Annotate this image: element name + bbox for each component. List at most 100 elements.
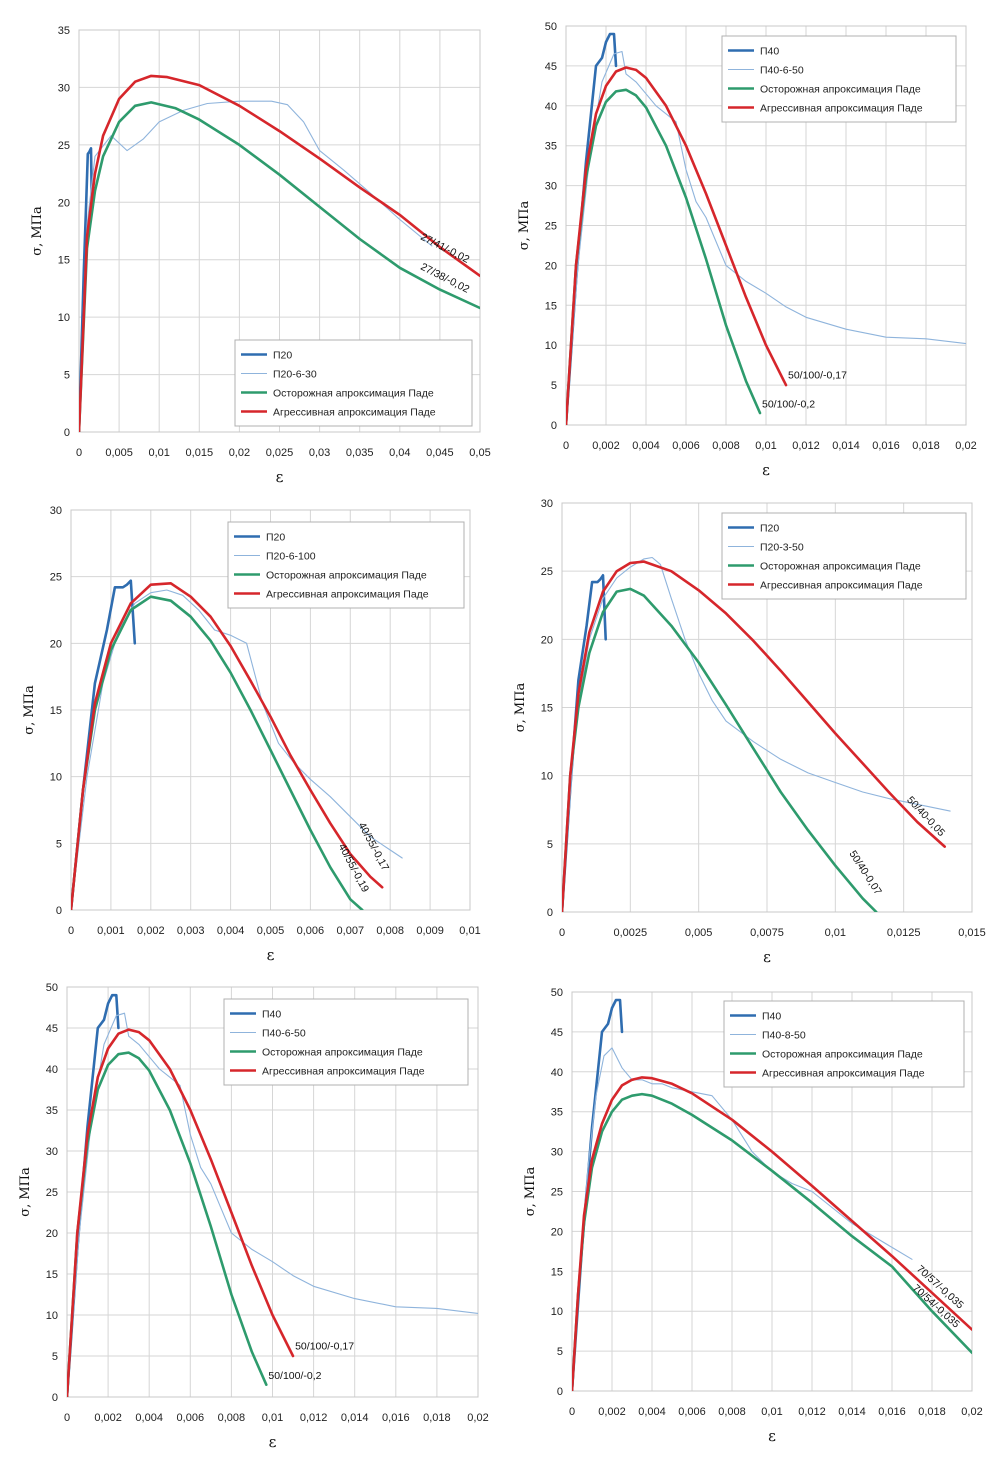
y-tick-label: 0 <box>551 420 557 432</box>
y-tick-label: 25 <box>551 1187 563 1199</box>
x-tick-label: 0,002 <box>94 1412 122 1424</box>
y-tick-label: 5 <box>56 838 62 850</box>
legend-box <box>223 998 469 1086</box>
legend-entry-label: Осторожная апроксимация Паде <box>266 570 427 582</box>
y-tick-label: 35 <box>46 1105 58 1117</box>
legend-entry-label: Агрессивная апроксимация Паде <box>760 580 923 592</box>
y-tick-label: 30 <box>545 181 557 193</box>
x-tick-label: 0,01 <box>459 925 480 937</box>
x-tick-label: 0,004 <box>632 440 660 452</box>
legend-entry-label: Осторожная апроксимация Паде <box>273 388 434 400</box>
x-tick-label: 0,01 <box>262 1412 283 1424</box>
x-tick-label: 0,003 <box>177 925 205 937</box>
plot-area-frame <box>78 29 481 433</box>
legend-box <box>723 1000 965 1088</box>
y-axis-label: σ, МПа <box>523 1166 538 1216</box>
legend-entry-label: П20 <box>760 523 779 535</box>
legend-entry-label: П40 <box>760 46 779 58</box>
y-tick-label: 15 <box>541 703 553 715</box>
legend-entry-label: П40 <box>262 1009 281 1021</box>
x-tick-label: 0,035 <box>346 447 374 459</box>
x-tick-label: 0 <box>68 925 74 937</box>
legend-entry-label: Осторожная апроксимация Паде <box>262 1047 423 1059</box>
x-tick-label: 0,03 <box>309 447 330 459</box>
x-tick-label: 0,008 <box>718 1406 746 1418</box>
x-tick-label: 0,014 <box>341 1412 369 1424</box>
y-tick-label: 45 <box>545 61 557 73</box>
x-tick-label: 0,012 <box>798 1406 826 1418</box>
x-tick-label: 0,02 <box>961 1406 982 1418</box>
y-tick-label: 10 <box>58 312 70 324</box>
chart-svg-2: 0 0,002 0,004 0,006 0,008 0,01 0,012 0,014 0,016… <box>517 21 977 479</box>
series-line-main <box>572 998 624 1391</box>
x-axis-label: ε <box>762 461 770 479</box>
x-tick-label: 0,002 <box>598 1406 626 1418</box>
x-tick-label: 0,006 <box>297 925 325 937</box>
x-tick-label: 0,007 <box>337 925 365 937</box>
series-line-cautious <box>67 1051 268 1397</box>
x-tick-label: 0,001 <box>97 925 125 937</box>
x-tick-label: 0,005 <box>685 927 713 939</box>
y-tick-label: 50 <box>551 987 563 999</box>
y-tick-label: 25 <box>46 1187 58 1199</box>
y-tick-label: 35 <box>551 1107 563 1119</box>
legend-entry-label: П40-6-50 <box>760 65 804 77</box>
x-tick-label: 0,04 <box>389 447 410 459</box>
series-line-aggressive <box>562 560 947 912</box>
y-tick-label: 5 <box>64 370 70 382</box>
y-tick-label: 15 <box>551 1266 563 1278</box>
x-axis-label: ε <box>269 1433 277 1451</box>
y-tick-label: 5 <box>551 380 557 392</box>
y-tick-label: 5 <box>52 1351 58 1363</box>
x-tick-label: 0 <box>76 447 82 459</box>
y-tick-label: 20 <box>551 1226 563 1238</box>
y-tick-label: 5 <box>547 839 553 851</box>
series-line-cautious <box>79 101 480 432</box>
series-line-test <box>79 100 433 432</box>
curve-annotation: 50/40-0,07 <box>846 848 883 897</box>
y-tick-label: 45 <box>551 1027 563 1039</box>
legend-entry-label: Агрессивная апроксимация Паде <box>262 1066 425 1078</box>
legend-entry-label: Осторожная апроксимация Паде <box>762 1049 923 1061</box>
x-tick-label: 0,01 <box>755 440 776 452</box>
x-tick-label: 0,004 <box>638 1406 666 1418</box>
x-tick-label: 0,009 <box>416 925 444 937</box>
chart-panel-5: 0 0,002 0,004 0,006 0,008 0,01 0,012 0,014 0,016… <box>0 972 500 1458</box>
y-tick-label: 25 <box>58 140 70 152</box>
x-tick-label: 0,005 <box>257 925 285 937</box>
x-tick-label: 0,008 <box>712 440 740 452</box>
chart-panel-1: 0 0,005 0,01 0,015 0,02 0,025 0,03 0,035 0,04 0,0… <box>0 0 500 486</box>
y-tick-label: 10 <box>46 1310 58 1322</box>
series-line-test <box>572 1047 913 1391</box>
series-line-cautious <box>562 587 878 912</box>
y-axis-label: σ, МПа <box>30 206 45 256</box>
legend-entry-label: П20 <box>266 532 285 544</box>
x-tick-label: 0 <box>569 1406 575 1418</box>
y-tick-label: 15 <box>50 705 62 717</box>
x-tick-label: 0,004 <box>217 925 245 937</box>
series-line-cautious <box>566 88 762 425</box>
legend-entry-label: П40-8-50 <box>762 1030 806 1042</box>
y-tick-label: 0 <box>56 905 62 917</box>
series-line-aggressive <box>67 1028 295 1397</box>
y-tick-label: 5 <box>557 1346 563 1358</box>
y-tick-label: 45 <box>46 1023 58 1035</box>
y-tick-label: 10 <box>50 772 62 784</box>
y-tick-label: 30 <box>551 1147 563 1159</box>
y-tick-label: 25 <box>545 221 557 233</box>
y-tick-label: 30 <box>50 505 62 517</box>
plot-area-frame <box>561 502 973 913</box>
chart-panel-4: 0 0,0025 0,005 0,0075 0,01 0,0125 0,015 0 5 10 15 2… <box>500 486 1000 972</box>
x-tick-label: 0,008 <box>218 1412 246 1424</box>
x-tick-label: 0 <box>559 927 565 939</box>
chart-svg-4: 0 0,0025 0,005 0,0075 0,01 0,0125 0,015 0 5 10 15 2… <box>513 498 986 966</box>
series-line-main <box>67 993 120 1397</box>
series-line-main <box>566 32 618 425</box>
curve-annotation: 50/100/-0,2 <box>268 1370 321 1382</box>
x-tick-label: 0,015 <box>958 927 986 939</box>
y-axis-label: σ, МПа <box>22 685 37 735</box>
legend-entry-label: П20 <box>273 350 292 362</box>
y-tick-label: 20 <box>46 1228 58 1240</box>
chart-svg-5: 0 0,002 0,004 0,006 0,008 0,01 0,012 0,014 0,016… <box>18 982 489 1451</box>
legend-entry-label: П40-6-50 <box>262 1028 306 1040</box>
